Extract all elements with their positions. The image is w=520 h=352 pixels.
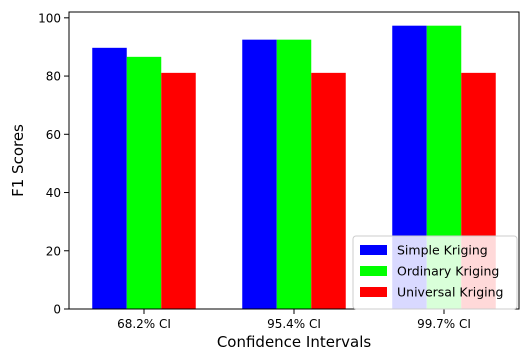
y-tick-label: 20 <box>46 244 61 258</box>
y-tick-label: 60 <box>46 128 61 142</box>
y-tick-label: 80 <box>46 70 61 84</box>
legend-label: Simple Kriging <box>397 243 488 258</box>
bar-universal-kriging-1 <box>311 72 346 309</box>
y-tick-label: 100 <box>38 11 61 25</box>
legend-box <box>352 235 518 310</box>
x-axis-ticks: 68.2% CI 95.4% CI 99.7% CI <box>117 309 471 331</box>
legend-label: Universal Kriging <box>397 285 503 300</box>
bar-ordinary-kriging-0 <box>126 56 162 310</box>
legend-swatch <box>360 287 387 297</box>
legend: Simple Kriging Ordinary Kriging Universal … <box>352 235 518 310</box>
legend-swatch <box>360 266 387 276</box>
x-tick-label: 68.2% CI <box>117 317 171 331</box>
x-tick-label: 95.4% CI <box>267 317 321 331</box>
y-axis-ticks: 0 20 40 60 80 100 <box>38 11 69 317</box>
y-axis-title: F1 Scores <box>9 124 27 197</box>
bar-universal-kriging-0 <box>161 72 196 309</box>
bar-simple-kriging-1 <box>242 39 277 309</box>
y-tick-label: 0 <box>53 303 61 317</box>
legend-label: Ordinary Kriging <box>397 264 499 279</box>
bar-simple-kriging-0 <box>92 47 127 310</box>
bars-group <box>92 25 496 310</box>
x-axis-title: Confidence Intervals <box>217 333 372 351</box>
y-tick-label: 40 <box>46 186 61 200</box>
x-tick-label: 99.7% CI <box>417 317 471 331</box>
bar-ordinary-kriging-1 <box>276 39 312 309</box>
legend-swatch <box>360 245 387 255</box>
